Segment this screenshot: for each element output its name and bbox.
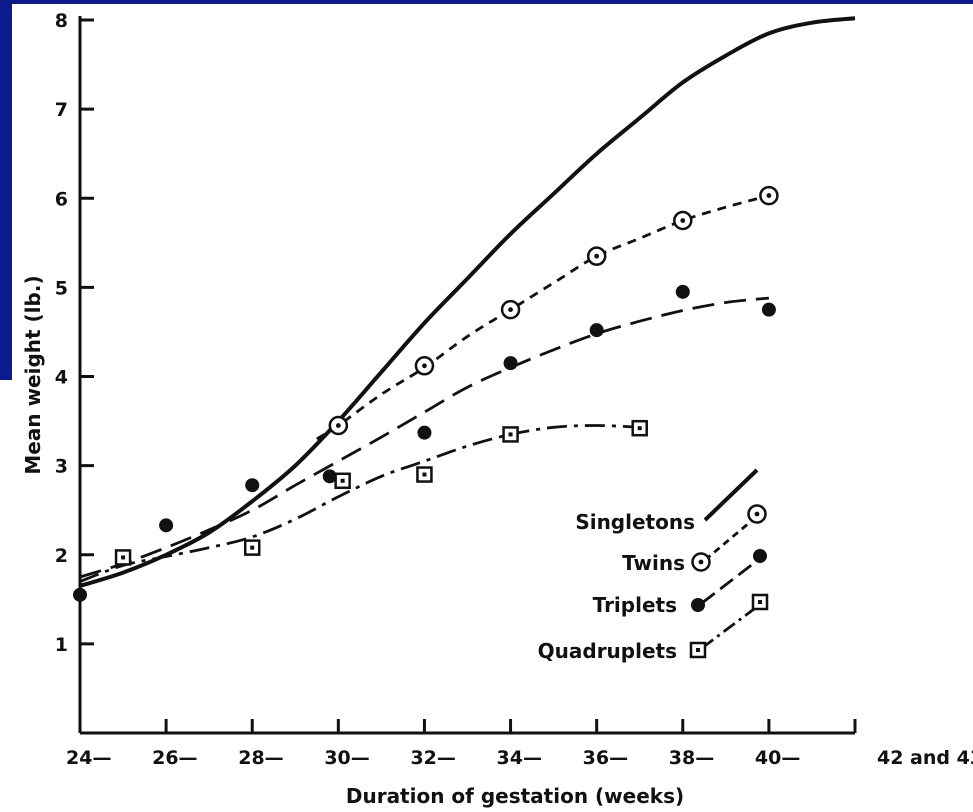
x-axis-title: Duration of gestation (weeks) [346,784,684,808]
legend-label-twins: Twins [622,551,685,575]
series-twins [316,185,779,441]
y-tick-label-1: 1 [55,634,68,656]
legend-swatch-singletons [703,468,759,522]
series-triplets [73,284,776,602]
point-twins-3-center [594,253,600,259]
point-triplets-7 [675,284,690,299]
point-quadruplets-2-center [340,478,345,483]
legend-swatch-triplets [701,558,759,605]
y-tick-label-8: 8 [55,10,68,32]
point-triplets-1 [159,518,174,533]
series-singletons [79,16,856,588]
point-triplets-3 [322,469,337,484]
legend-item-twins: Twins [622,504,767,575]
point-triplets-4 [417,425,432,440]
legend-marker-start-triplets [691,598,705,612]
x-tick-label-36: 36— [583,747,628,769]
point-triplets-2 [245,478,260,493]
legend-item-quadruplets: Quadruplets [538,593,769,663]
legend-swatch-twins [704,516,756,562]
point-quadruplets-4-center [508,432,513,437]
series-line-twins [316,194,770,441]
legend-label-quadruplets: Quadruplets [538,639,677,663]
y-tick-label-4: 4 [55,367,68,389]
x-tick-label-26: 26— [152,747,197,769]
series-line-quadruplets [79,424,640,583]
point-quadruplets-0-center [121,555,126,560]
x-tick-label-42: 42 and 43 [877,747,973,769]
top-border-band [0,0,973,4]
point-quadruplets-1-center [250,545,255,550]
x-tick-label-32: 32— [410,747,455,769]
point-twins-5-center [766,193,772,198]
y-axis-title: Mean weight (lb.) [21,275,45,474]
x-tick-label-40: 40— [755,747,800,769]
series-line-singletons [79,16,856,588]
axes: 1 2 3 4 5 6 7 8 24— 26— 28— 30— 32— 34— 36— 38— 40— 42 an… [55,10,973,769]
point-triplets-8 [761,302,776,317]
point-twins-1-center [422,363,427,369]
y-tick-label-3: 3 [55,456,68,478]
legend-item-triplets: Triplets [593,549,767,617]
x-tick-label-28: 28— [238,747,283,769]
series-layer [73,16,856,602]
legend-label-triplets: Triplets [593,593,677,617]
y-tick-label-7: 7 [55,99,68,121]
x-tick-label-30: 30— [324,747,369,769]
legend-item-singletons: Singletons [575,468,759,534]
point-twins-2-center [508,307,513,313]
legend: Singletons Twins Triplets Quadruplets [538,468,769,663]
legend-marker-end-twins-center [754,511,760,517]
x-tick-label-24: 24— [66,747,111,769]
x-tick-label-38: 38— [669,747,714,769]
point-quadruplets-5-center [637,426,642,431]
point-triplets-6 [589,323,604,338]
y-tick-label-2: 2 [55,545,68,567]
point-triplets-5 [503,356,518,371]
series-quadruplets [79,419,648,583]
point-quadruplets-3-center [422,472,427,477]
point-triplets-0 [73,587,87,602]
legend-marker-end-quadruplets-center [758,600,762,604]
legend-marker-end-triplets [753,549,767,563]
legend-label-singletons: Singletons [575,510,695,534]
legend-marker-start-quadruplets-center [696,648,700,652]
legend-swatch-quadruplets [701,604,759,650]
point-twins-4-center [680,218,686,223]
left-border-band [0,0,12,380]
point-twins-0-center [335,423,341,428]
x-tick-label-34: 34— [497,747,542,769]
y-tick-label-5: 5 [55,277,68,299]
legend-marker-start-twins-center [698,559,704,565]
y-tick-label-6: 6 [55,188,68,210]
